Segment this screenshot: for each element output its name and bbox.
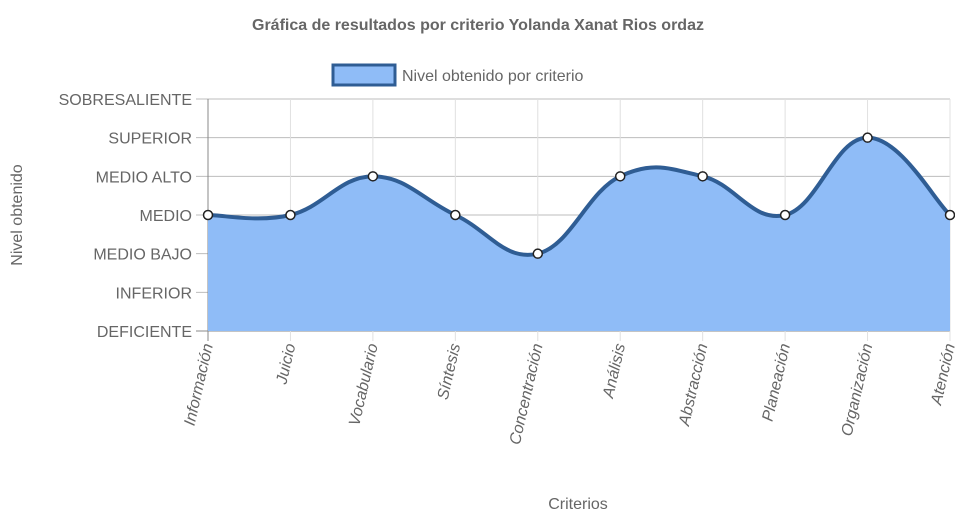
x-tick-label: Atención [928,342,955,408]
x-axis-ticks: Información Juicio Vocabulario Síntesis Conc… [182,342,955,446]
data-point[interactable] [697,171,708,182]
x-tick-label: Vocabulario [346,342,381,428]
points-layer [202,132,955,259]
x-tick-label: Información [182,342,217,427]
y-axis-ticks: DEFICIENTE INFERIOR MEDIO BAJO MEDIO MEDIO A… [59,92,192,341]
y-tick-label: INFERIOR [116,285,192,302]
y-tick-label: SUPERIOR [108,131,192,148]
y-tick-label: MEDIO [140,208,192,225]
series-area [208,137,950,331]
data-point[interactable] [367,171,379,182]
x-tick-label: Síntesis [435,342,464,401]
x-tick-label: Organización [839,342,877,438]
series-line [207,135,952,257]
x-tick-label: Juicio [273,342,299,387]
legend[interactable]: Nivel obtenido por criterio [331,63,584,87]
y-tick-label: DEFICIENTE [97,324,192,341]
data-point[interactable] [862,132,873,143]
area-layer [207,135,952,331]
x-tick-label: Planeación [760,342,794,423]
data-point[interactable] [614,171,626,182]
x-tick-label: Abstracción [676,342,712,428]
y-axis-title: Nivel obtenido [9,164,26,266]
data-point[interactable] [944,209,955,221]
data-point[interactable] [202,209,214,221]
y-tick-label: MEDIO BAJO [93,247,192,264]
x-tick-label: Concentración [507,342,547,446]
data-point[interactable] [532,248,544,259]
legend-label: Nivel obtenido por criterio [402,68,584,85]
data-point[interactable] [779,209,791,221]
y-tick-label: SOBRESALIENTE [59,92,192,109]
legend-swatch [331,63,397,87]
data-point[interactable] [450,209,461,221]
chart-title: Gráfica de resultados por criterio Yolan… [252,17,704,34]
y-tick-label: MEDIO ALTO [96,169,192,186]
x-tick-label: Análisis [600,342,629,401]
x-axis-title: Criterios [548,496,608,513]
data-point[interactable] [285,209,296,221]
